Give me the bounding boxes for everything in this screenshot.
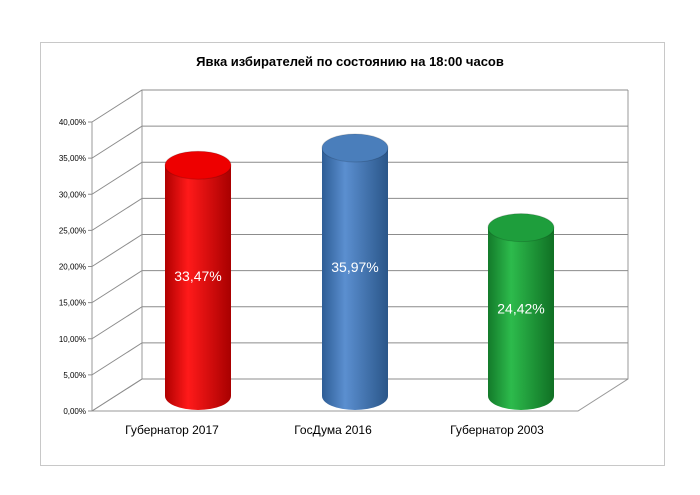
gridline	[91, 125, 628, 159]
data-label: 24,42%	[497, 300, 544, 316]
bar-body	[165, 165, 231, 410]
category-label: ГосДума 2016	[294, 423, 372, 437]
y-tick-label: 5,00%	[63, 371, 86, 380]
bar-top	[487, 213, 555, 243]
bar-top	[321, 133, 389, 163]
category-label: Губернатор 2017	[125, 423, 219, 437]
gridline	[91, 197, 628, 231]
gridline	[91, 234, 628, 267]
gridline	[91, 306, 628, 340]
y-tick-label: 40,00%	[59, 118, 86, 127]
gridline	[91, 270, 628, 304]
y-tick-label: 15,00%	[59, 299, 86, 308]
chart-title: Явка избирателей по состоянию на 18:00 ч…	[196, 54, 504, 69]
data-label: 35,97%	[331, 259, 378, 275]
data-label: 33,47%	[174, 268, 221, 284]
gridline	[91, 161, 628, 195]
bar-3	[487, 213, 555, 410]
gridline	[91, 378, 628, 412]
gridline	[91, 342, 628, 376]
y-tick-label: 20,00%	[59, 263, 86, 272]
y-tick-label: 30,00%	[59, 190, 86, 199]
y-tick-label: 35,00%	[59, 154, 86, 163]
bar-body	[322, 148, 388, 410]
gridline	[91, 89, 628, 123]
bar-1	[164, 150, 232, 410]
y-tick-label: 0,00%	[63, 407, 86, 416]
bar-body	[488, 227, 554, 410]
y-tick-label: 25,00%	[59, 226, 86, 235]
y-tick-label: 10,00%	[59, 335, 86, 344]
category-label: Губернатор 2003	[450, 423, 544, 437]
bar-2	[321, 133, 389, 410]
bar-top	[164, 150, 232, 180]
